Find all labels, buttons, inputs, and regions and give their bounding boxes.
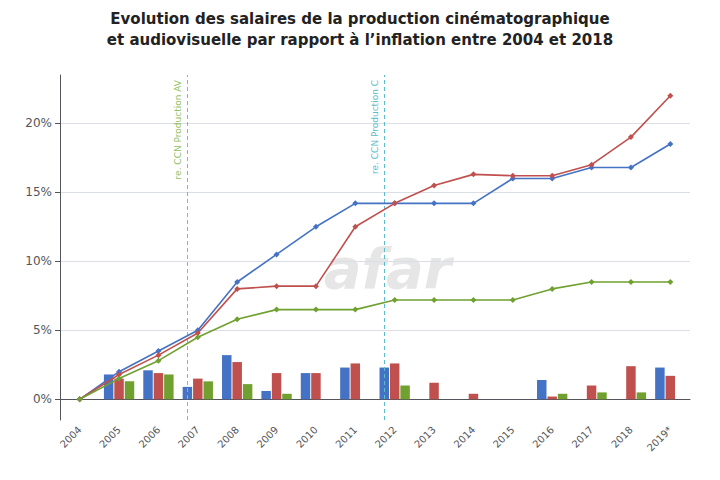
svg-text:2004: 2004 [58, 424, 84, 450]
svg-text:2017: 2017 [570, 424, 596, 450]
svg-text:2016: 2016 [530, 424, 556, 450]
svg-text:2008: 2008 [215, 424, 241, 450]
svg-text:2005: 2005 [97, 424, 123, 450]
svg-text:re. CCN Production C: re. CCN Production C [370, 80, 380, 174]
svg-text:2018: 2018 [609, 424, 635, 450]
svg-text:0%: 0% [33, 392, 52, 406]
svg-text:5%: 5% [33, 323, 52, 337]
svg-text:Evolution des salaires de la p: Evolution des salaires de la production … [110, 10, 609, 28]
svg-text:2019*: 2019* [645, 424, 674, 453]
svg-text:2015: 2015 [491, 424, 517, 450]
svg-text:re. CCN Production AV: re. CCN Production AV [173, 79, 183, 179]
svg-text:afar: afar [323, 235, 452, 301]
svg-text:15%: 15% [25, 185, 52, 199]
svg-text:2006: 2006 [137, 424, 163, 450]
svg-text:et audiovisuelle par rapport à: et audiovisuelle par rapport à l’inflati… [107, 31, 613, 49]
svg-text:2014: 2014 [452, 424, 478, 450]
svg-text:10%: 10% [25, 254, 52, 268]
svg-text:20%: 20% [25, 116, 52, 130]
svg-text:2012: 2012 [373, 424, 399, 450]
svg-text:2009: 2009 [255, 424, 281, 450]
svg-text:2007: 2007 [176, 424, 202, 450]
svg-text:2010: 2010 [294, 424, 320, 450]
svg-text:2011: 2011 [333, 424, 359, 450]
svg-text:2013: 2013 [412, 424, 438, 450]
